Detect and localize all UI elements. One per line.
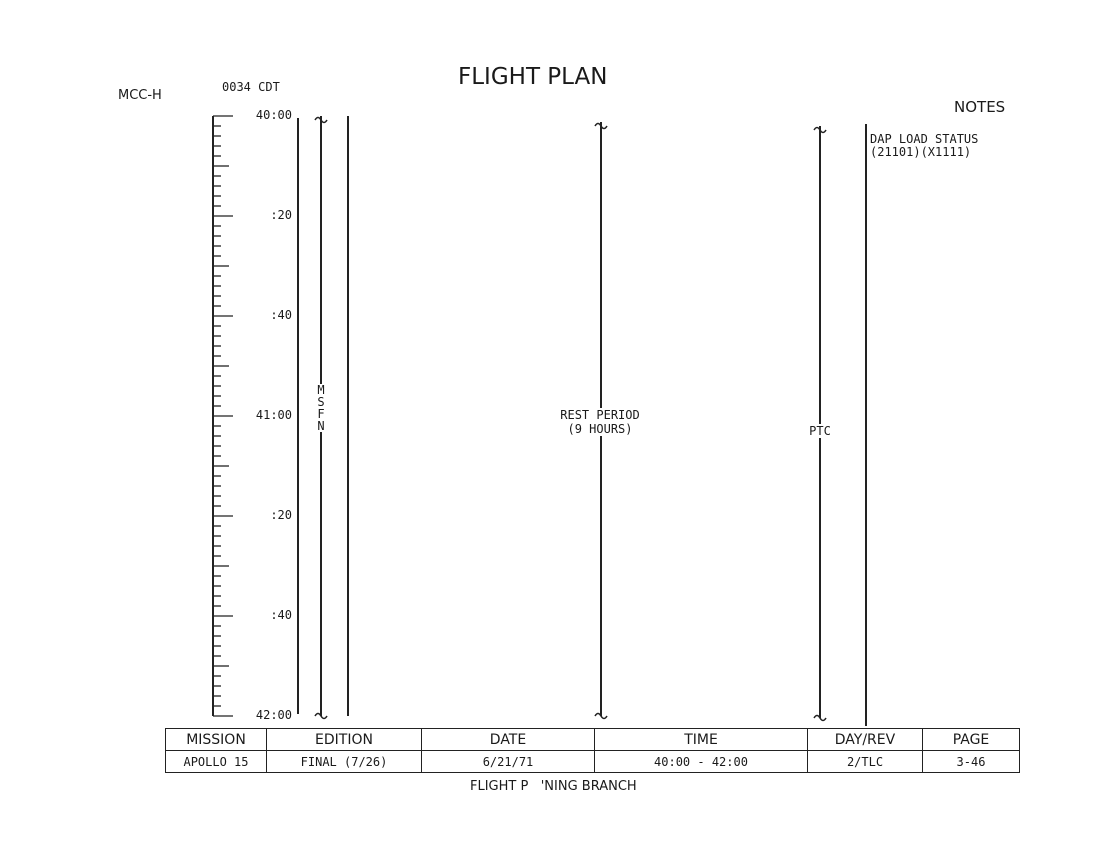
msfn-letter: N — [317, 419, 325, 433]
time-label: :20 — [270, 208, 292, 222]
notes-heading: NOTES — [954, 98, 1006, 116]
center-label: MCC-H — [118, 88, 162, 103]
ptc-line — [819, 126, 821, 718]
ptc-label: PTC — [800, 424, 840, 438]
time-label: :40 — [270, 608, 292, 622]
time-label: :20 — [270, 508, 292, 522]
branch-label: FLIGHT P 'NING BRANCH — [470, 779, 637, 794]
time-label: :40 — [270, 308, 292, 322]
dayrev-value: 2/TLC — [807, 750, 923, 773]
header-time: TIME — [594, 728, 808, 751]
column-divider — [347, 116, 349, 716]
rest-period-label: REST PERIOD (9 HOURS) — [540, 408, 660, 436]
header-page: PAGE — [922, 728, 1020, 751]
time-label: 40:00 — [255, 108, 292, 122]
page-title: FLIGHT PLAN — [458, 64, 608, 90]
date-value: 6/21/71 — [421, 750, 595, 773]
footer-table: MISSION EDITION DATE TIME DAY/REV PAGE A… — [165, 728, 1020, 773]
notes-divider — [865, 124, 867, 726]
header-mission: MISSION — [165, 728, 267, 751]
note-line: DAP LOAD STATUS — [870, 132, 979, 146]
mission-value: APOLLO 15 — [165, 750, 267, 773]
header-dayrev: DAY/REV — [807, 728, 923, 751]
msfn-letter: F — [317, 407, 325, 421]
header-date: DATE — [421, 728, 595, 751]
time-value: 40:00 - 42:00 — [594, 750, 808, 773]
header-edition: EDITION — [266, 728, 422, 751]
rest-period-text: REST PERIOD — [560, 408, 640, 422]
local-time: 0034 CDT — [222, 80, 280, 94]
msfn-letter: S — [317, 395, 325, 409]
notes-text: DAP LOAD STATUS (21101)(X1111) — [870, 133, 978, 159]
rest-period-duration: (9 HOURS) — [567, 422, 633, 436]
msfn-label: M S F N — [313, 384, 329, 432]
edition-value: FINAL (7/26) — [266, 750, 422, 773]
continuation-mark — [314, 712, 328, 720]
note-line: (21101)(X1111) — [870, 145, 972, 159]
continuation-mark — [813, 714, 827, 722]
msfn-letter: M — [317, 383, 325, 397]
page-value: 3-46 — [922, 750, 1020, 773]
time-label: 41:00 — [255, 408, 292, 422]
continuation-mark — [594, 712, 608, 720]
time-label: 42:00 — [255, 708, 292, 722]
column-divider — [297, 118, 299, 714]
